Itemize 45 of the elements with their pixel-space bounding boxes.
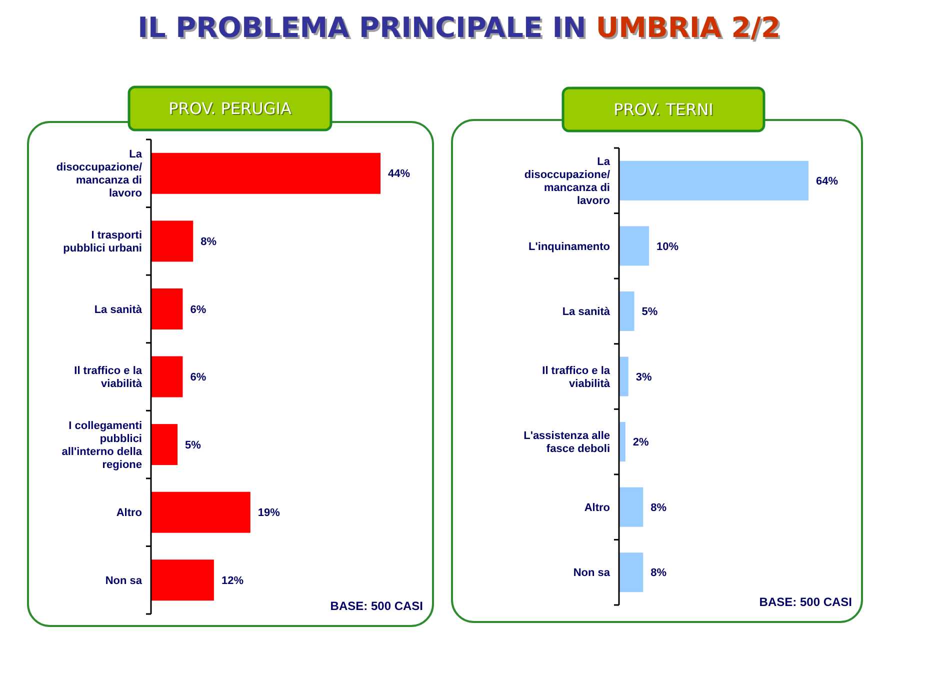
y-tick-label: Il traffico e la viabilità xyxy=(542,364,611,390)
y-tick-label: Il traffico e la viabilità xyxy=(74,365,143,390)
bar xyxy=(618,291,634,331)
y-tick-label: Non sa xyxy=(573,567,611,580)
annotation: BASE: 500 CASI xyxy=(330,599,423,613)
y-tick-label: I collegamenti pubblici all'interno della regione xyxy=(62,420,143,471)
bar xyxy=(150,560,214,601)
bar xyxy=(618,487,644,527)
data-label: 44% xyxy=(388,168,410,180)
bar xyxy=(618,226,650,266)
annotation: BASE: 500 CASI xyxy=(759,595,852,609)
y-tick-label: La disoccupazione/ mancanza di lavoro xyxy=(524,156,611,207)
bar xyxy=(150,288,183,330)
bar xyxy=(150,152,380,194)
data-label: 5% xyxy=(185,439,202,452)
y-tick-label: La sanità xyxy=(562,306,611,318)
y-tick-label: L'assistenza alle fasce deboli xyxy=(524,430,610,456)
data-label: 19% xyxy=(258,507,280,520)
data-label: 3% xyxy=(636,371,652,384)
y-tick-label: I trasporti pubblici urbani xyxy=(63,230,142,255)
data-label: 8% xyxy=(650,502,667,514)
y-tick-label: Non sa xyxy=(105,574,143,587)
data-label: 8% xyxy=(200,236,217,248)
data-label: 8% xyxy=(650,567,667,580)
data-label: 12% xyxy=(221,574,244,587)
y-tick-label: Altro xyxy=(584,502,610,514)
data-label: 5% xyxy=(642,306,658,318)
bar xyxy=(150,220,194,262)
data-label: 10% xyxy=(656,240,679,253)
data-label: 6% xyxy=(190,372,206,384)
y-tick-label: Altro xyxy=(116,507,142,520)
bar xyxy=(150,492,250,533)
y-tick-label: La sanità xyxy=(94,304,143,316)
bar xyxy=(150,424,178,466)
data-label: 6% xyxy=(190,304,206,316)
bar xyxy=(618,552,644,592)
bar xyxy=(618,160,808,200)
y-tick-label: L'inquinamento xyxy=(528,240,610,253)
bar xyxy=(150,356,183,398)
data-label: 2% xyxy=(632,436,650,449)
chart-subtitle: PROV. PERUGIA xyxy=(168,99,292,118)
y-tick-label: La disoccupazione/ mancanza di lavoro xyxy=(56,148,143,200)
chart-subtitle: PROV. TERNI xyxy=(614,100,714,120)
text: IL PROBLEMA PRINCIPALE IN UMBRIA 2/2 xyxy=(138,11,780,44)
data-label: 64% xyxy=(816,175,838,188)
